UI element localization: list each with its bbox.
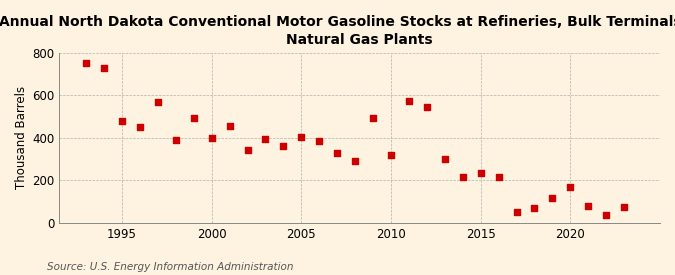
Point [421, 105, 432, 109]
Point [565, 185, 576, 189]
Point [99, 65, 109, 70]
Point [385, 153, 396, 157]
Point [529, 206, 540, 210]
Text: Source: U.S. Energy Information Administration: Source: U.S. Energy Information Administ… [47, 262, 294, 272]
Point [439, 157, 450, 161]
Point [583, 204, 594, 208]
Point [332, 150, 343, 155]
Point [493, 175, 504, 179]
Point [296, 134, 306, 139]
Point [404, 98, 414, 103]
Point [224, 124, 235, 128]
Point [260, 137, 271, 141]
Point [207, 136, 217, 140]
Point [601, 213, 612, 218]
Point [278, 144, 289, 148]
Point [619, 205, 630, 209]
Point [153, 100, 163, 104]
Point [458, 175, 468, 179]
Point [547, 196, 558, 201]
Point [188, 116, 199, 120]
Y-axis label: Thousand Barrels: Thousand Barrels [15, 86, 28, 189]
Point [134, 125, 145, 129]
Title: Annual North Dakota Conventional Motor Gasoline Stocks at Refineries, Bulk Termi: Annual North Dakota Conventional Motor G… [0, 15, 675, 47]
Point [314, 139, 325, 143]
Point [117, 119, 128, 123]
Point [170, 138, 181, 142]
Point [81, 61, 92, 65]
Point [350, 159, 360, 163]
Point [368, 116, 379, 120]
Point [511, 210, 522, 214]
Point [475, 171, 486, 175]
Point [242, 147, 253, 152]
